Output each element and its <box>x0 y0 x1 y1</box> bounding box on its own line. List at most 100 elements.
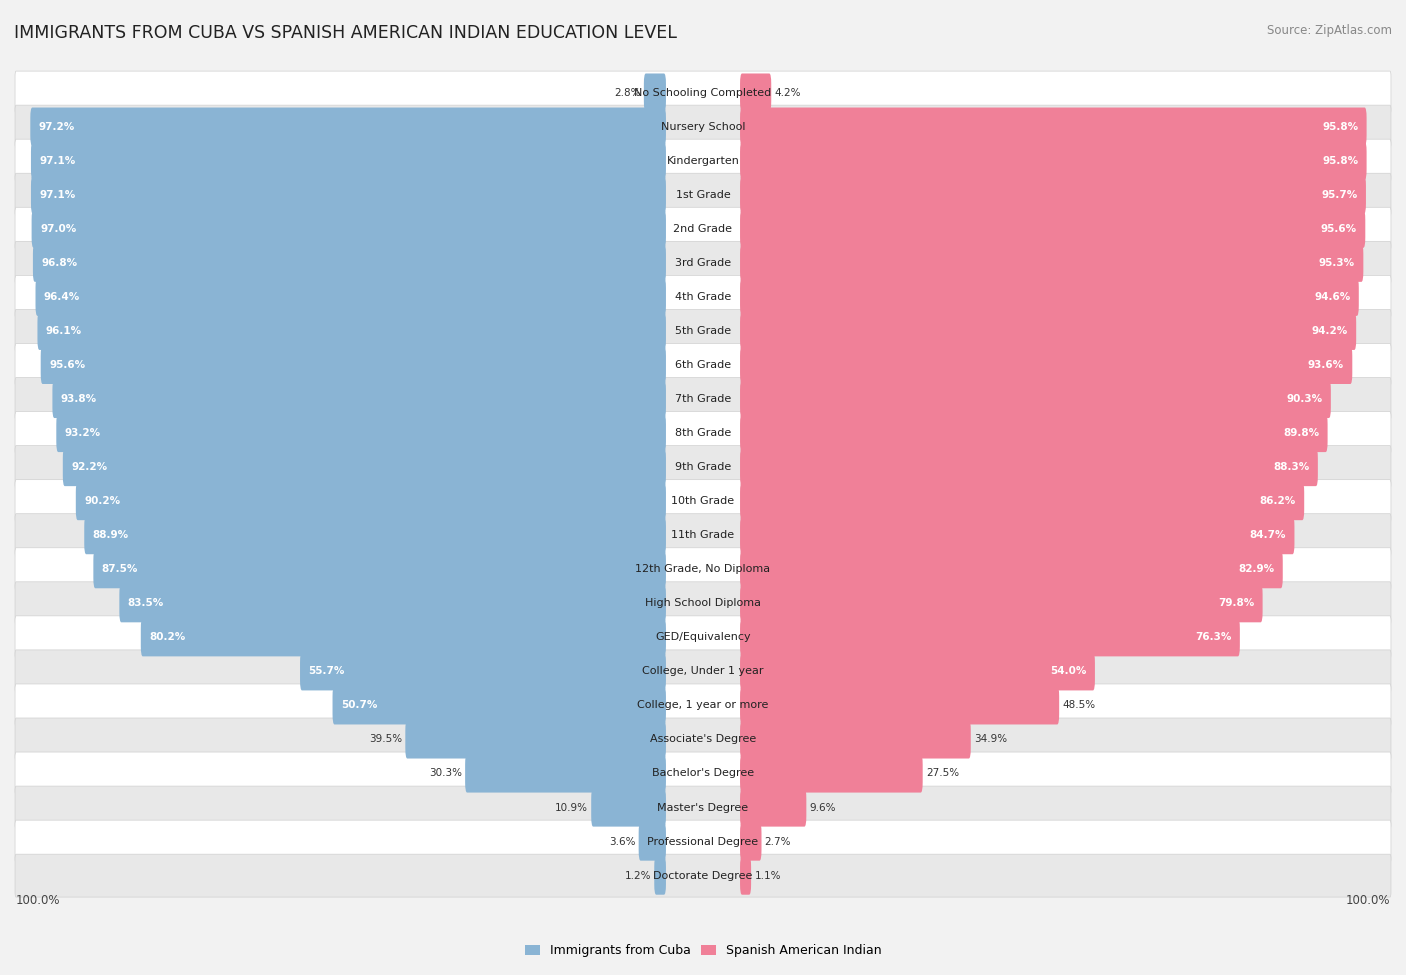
FancyBboxPatch shape <box>15 174 1391 216</box>
Text: 7th Grade: 7th Grade <box>675 394 731 404</box>
Text: IMMIGRANTS FROM CUBA VS SPANISH AMERICAN INDIAN EDUCATION LEVEL: IMMIGRANTS FROM CUBA VS SPANISH AMERICAN… <box>14 24 676 42</box>
FancyBboxPatch shape <box>41 346 666 384</box>
Text: 94.2%: 94.2% <box>1312 326 1348 335</box>
Text: 93.2%: 93.2% <box>65 428 101 438</box>
Text: 2.7%: 2.7% <box>765 837 792 846</box>
Text: 2nd Grade: 2nd Grade <box>673 223 733 234</box>
Text: 80.2%: 80.2% <box>149 633 186 643</box>
FancyBboxPatch shape <box>740 141 1367 179</box>
Text: 27.5%: 27.5% <box>927 768 959 778</box>
FancyBboxPatch shape <box>76 482 666 521</box>
FancyBboxPatch shape <box>740 618 1240 656</box>
FancyBboxPatch shape <box>15 446 1391 488</box>
FancyBboxPatch shape <box>740 346 1353 384</box>
Text: Nursery School: Nursery School <box>661 122 745 132</box>
FancyBboxPatch shape <box>93 550 666 588</box>
Text: 1.1%: 1.1% <box>755 871 780 880</box>
FancyBboxPatch shape <box>32 244 666 282</box>
Text: 84.7%: 84.7% <box>1250 530 1286 540</box>
FancyBboxPatch shape <box>15 242 1391 285</box>
Text: No Schooling Completed: No Schooling Completed <box>634 88 772 98</box>
Text: 54.0%: 54.0% <box>1050 666 1087 677</box>
Text: 11th Grade: 11th Grade <box>672 530 734 540</box>
FancyBboxPatch shape <box>38 312 666 350</box>
FancyBboxPatch shape <box>15 514 1391 557</box>
FancyBboxPatch shape <box>15 820 1391 863</box>
FancyBboxPatch shape <box>740 414 1327 452</box>
FancyBboxPatch shape <box>740 789 807 827</box>
Text: 10.9%: 10.9% <box>555 802 588 812</box>
FancyBboxPatch shape <box>52 380 666 418</box>
Text: 90.2%: 90.2% <box>84 496 121 506</box>
FancyBboxPatch shape <box>740 823 762 861</box>
Text: 48.5%: 48.5% <box>1063 700 1095 711</box>
FancyBboxPatch shape <box>15 786 1391 829</box>
FancyBboxPatch shape <box>644 73 666 111</box>
FancyBboxPatch shape <box>120 584 666 622</box>
FancyBboxPatch shape <box>15 582 1391 625</box>
FancyBboxPatch shape <box>15 71 1391 114</box>
FancyBboxPatch shape <box>31 107 666 145</box>
FancyBboxPatch shape <box>35 278 666 316</box>
Text: Master's Degree: Master's Degree <box>658 802 748 812</box>
Text: 92.2%: 92.2% <box>72 462 107 472</box>
Text: 82.9%: 82.9% <box>1239 565 1274 574</box>
FancyBboxPatch shape <box>638 823 666 861</box>
FancyBboxPatch shape <box>15 208 1391 251</box>
FancyBboxPatch shape <box>740 278 1358 316</box>
FancyBboxPatch shape <box>740 107 1367 145</box>
FancyBboxPatch shape <box>15 650 1391 693</box>
Text: 96.8%: 96.8% <box>41 257 77 268</box>
FancyBboxPatch shape <box>15 854 1391 897</box>
Text: 9.6%: 9.6% <box>810 802 837 812</box>
Text: 5th Grade: 5th Grade <box>675 326 731 335</box>
Text: 97.2%: 97.2% <box>39 122 75 132</box>
Text: 8th Grade: 8th Grade <box>675 428 731 438</box>
FancyBboxPatch shape <box>740 312 1357 350</box>
FancyBboxPatch shape <box>15 105 1391 148</box>
Text: 95.8%: 95.8% <box>1322 156 1358 166</box>
Text: Source: ZipAtlas.com: Source: ZipAtlas.com <box>1267 24 1392 37</box>
Text: 76.3%: 76.3% <box>1195 633 1232 643</box>
Text: 97.1%: 97.1% <box>39 190 76 200</box>
Text: 2.8%: 2.8% <box>614 88 641 98</box>
Text: College, 1 year or more: College, 1 year or more <box>637 700 769 711</box>
FancyBboxPatch shape <box>31 210 666 248</box>
FancyBboxPatch shape <box>740 857 751 895</box>
FancyBboxPatch shape <box>740 176 1367 214</box>
FancyBboxPatch shape <box>141 618 666 656</box>
FancyBboxPatch shape <box>15 377 1391 420</box>
Text: 94.6%: 94.6% <box>1315 292 1350 302</box>
Text: Professional Degree: Professional Degree <box>647 837 759 846</box>
FancyBboxPatch shape <box>740 755 922 793</box>
FancyBboxPatch shape <box>15 683 1391 726</box>
FancyBboxPatch shape <box>333 686 666 724</box>
FancyBboxPatch shape <box>56 414 666 452</box>
Text: 93.6%: 93.6% <box>1308 360 1344 370</box>
Text: 34.9%: 34.9% <box>974 734 1007 745</box>
FancyBboxPatch shape <box>740 73 772 111</box>
Text: 97.0%: 97.0% <box>39 223 76 234</box>
FancyBboxPatch shape <box>299 652 666 690</box>
Text: 3rd Grade: 3rd Grade <box>675 257 731 268</box>
Text: 4th Grade: 4th Grade <box>675 292 731 302</box>
FancyBboxPatch shape <box>15 275 1391 318</box>
FancyBboxPatch shape <box>15 616 1391 659</box>
Text: 96.1%: 96.1% <box>46 326 82 335</box>
FancyBboxPatch shape <box>740 482 1305 521</box>
Text: 10th Grade: 10th Grade <box>672 496 734 506</box>
Text: 88.3%: 88.3% <box>1274 462 1309 472</box>
Text: 1st Grade: 1st Grade <box>676 190 730 200</box>
Text: 83.5%: 83.5% <box>128 599 165 608</box>
FancyBboxPatch shape <box>84 516 666 554</box>
Text: 50.7%: 50.7% <box>342 700 377 711</box>
FancyBboxPatch shape <box>654 857 666 895</box>
Text: GED/Equivalency: GED/Equivalency <box>655 633 751 643</box>
Text: 3.6%: 3.6% <box>609 837 636 846</box>
Text: Kindergarten: Kindergarten <box>666 156 740 166</box>
Text: 39.5%: 39.5% <box>368 734 402 745</box>
Text: 100.0%: 100.0% <box>1346 894 1391 907</box>
Text: 55.7%: 55.7% <box>308 666 344 677</box>
FancyBboxPatch shape <box>15 343 1391 386</box>
Text: 95.6%: 95.6% <box>49 360 86 370</box>
